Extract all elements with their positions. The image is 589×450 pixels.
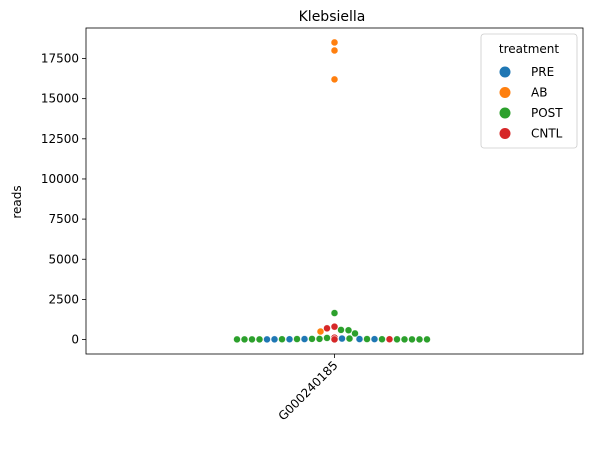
- data-point-post: [393, 335, 401, 343]
- data-point-pre: [270, 335, 279, 343]
- data-point-ab: [330, 75, 339, 83]
- data-point-post: [345, 335, 354, 343]
- data-point-post: [233, 335, 241, 343]
- data-point-post: [278, 335, 286, 343]
- data-point-post: [378, 335, 386, 343]
- data-point-pre: [263, 335, 271, 343]
- data-point-post: [323, 334, 331, 342]
- data-point-post: [351, 329, 359, 337]
- data-point-pre: [285, 335, 294, 343]
- data-point-pre: [300, 335, 309, 343]
- y-axis: 0 2500 5000 7500 10000 12500 15000 17500: [41, 52, 86, 347]
- legend-title: treatment: [499, 42, 559, 56]
- data-point-post: [423, 335, 431, 343]
- data-point-post: [255, 335, 264, 343]
- y-tick-label: 7500: [48, 212, 79, 226]
- data-point-ab: [316, 327, 325, 336]
- legend: treatment PRE AB POST CNTL: [480, 33, 578, 149]
- y-tick-label: 5000: [48, 252, 79, 266]
- y-tick-label: 0: [71, 333, 79, 347]
- y-tick-label: 17500: [41, 52, 79, 66]
- data-point-post: [240, 335, 249, 343]
- data-point-cntl: [330, 323, 339, 331]
- data-point-cntl: [330, 335, 339, 343]
- data-point-post: [315, 335, 324, 343]
- data-point-ab: [330, 46, 339, 55]
- data-point-cntl: [385, 335, 394, 343]
- data-point-post: [308, 335, 316, 343]
- legend-label-post: POST: [531, 106, 563, 120]
- legend-marker-post: [499, 107, 511, 119]
- legend-label-ab: AB: [531, 86, 547, 100]
- y-tick-label: 2500: [48, 292, 79, 306]
- legend-marker-cntl: [499, 128, 511, 139]
- y-tick-label: 10000: [41, 172, 79, 186]
- y-tick-label: 12500: [41, 132, 79, 146]
- legend-label-pre: PRE: [531, 65, 554, 79]
- x-tick-label: G000240185: [276, 358, 341, 423]
- data-point-post: [400, 335, 409, 343]
- y-tick-label: 15000: [41, 92, 79, 106]
- data-point-cntl: [323, 324, 331, 332]
- data-point-pre: [370, 335, 379, 343]
- swarm-points: [233, 38, 431, 343]
- data-point-post: [344, 326, 353, 334]
- data-point-post: [415, 335, 424, 343]
- data-point-post: [408, 335, 416, 343]
- chart-title: Klebsiella: [299, 9, 366, 25]
- legend-marker-pre: [499, 66, 511, 78]
- data-point-post: [248, 335, 256, 343]
- y-axis-label: reads: [10, 185, 24, 218]
- data-point-ab: [330, 38, 339, 47]
- data-point-post: [337, 326, 345, 334]
- data-point-post: [363, 335, 371, 343]
- data-point-pre: [338, 335, 346, 343]
- x-axis: G000240185: [276, 354, 341, 423]
- data-point-pre: [355, 335, 364, 343]
- data-point-post: [330, 309, 339, 317]
- legend-frame: [480, 33, 578, 149]
- data-point-post: [293, 335, 301, 343]
- legend-marker-ab: [499, 87, 511, 98]
- legend-label-cntl: CNTL: [531, 127, 563, 141]
